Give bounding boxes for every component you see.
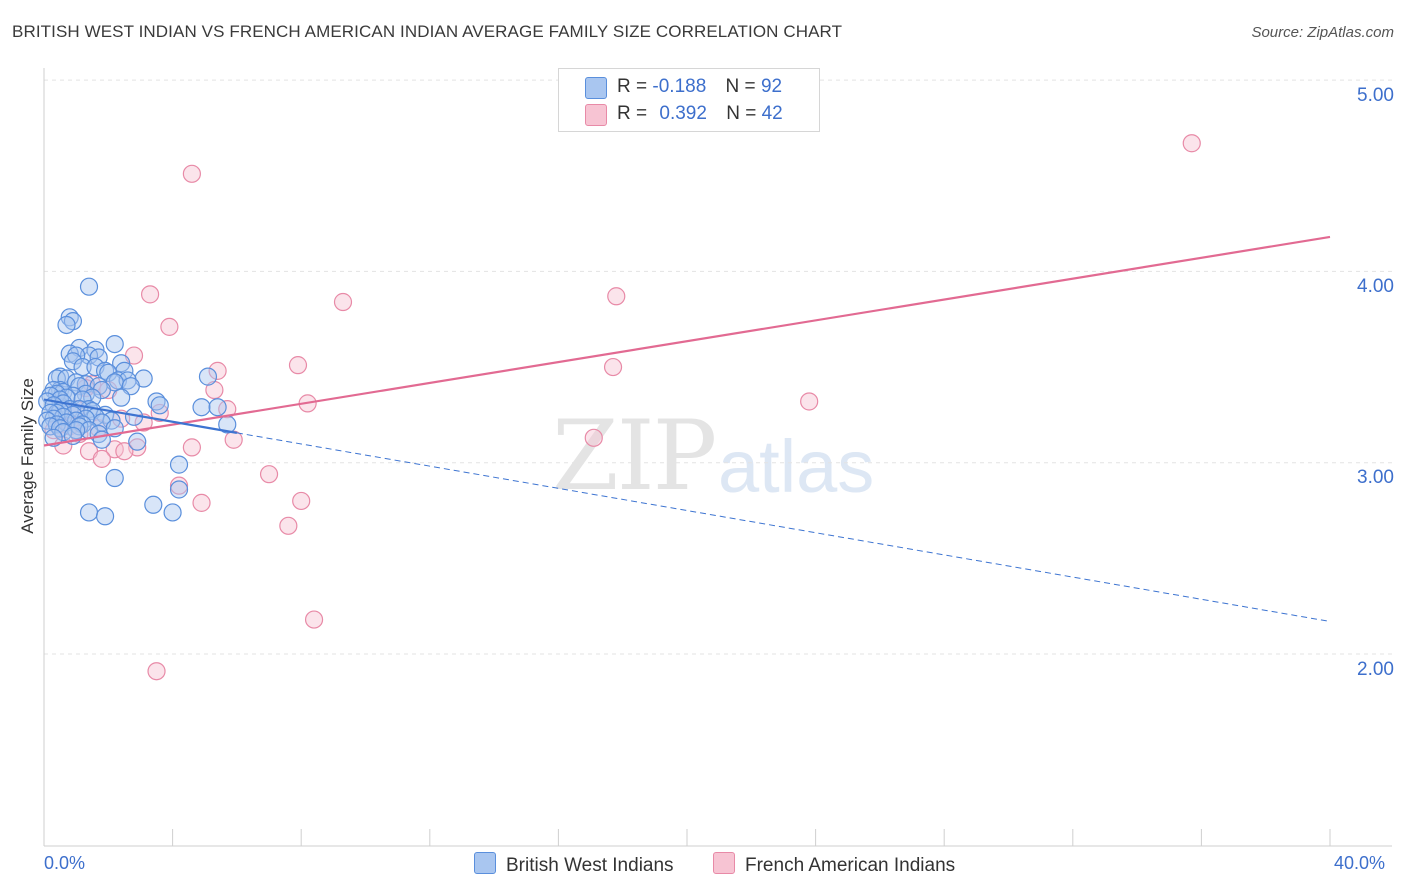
pink-point	[259, 465, 279, 484]
axes	[43, 68, 1392, 847]
x-tick-min: 0.0%	[44, 853, 86, 873]
legend-row-pink: R = 0.392 N = 42	[617, 103, 783, 127]
legend-row-blue: R = -0.188 N = 92	[617, 76, 782, 100]
y-axis-label: Average Family Size	[18, 378, 37, 534]
blue-point	[105, 468, 124, 488]
blue-point	[79, 503, 99, 522]
blue-swatch	[585, 77, 607, 99]
r-label: R =	[617, 76, 648, 97]
pink-point	[182, 164, 201, 183]
n-value: 42	[761, 103, 783, 124]
pink-point	[150, 403, 169, 423]
blue-point	[150, 396, 169, 415]
british-west-indians-points	[38, 277, 237, 526]
pink-point	[192, 493, 211, 512]
pink-point	[182, 438, 201, 457]
pink-point	[1182, 134, 1201, 153]
r-value: -0.188	[652, 76, 707, 97]
correlation-legend: R = -0.188 N = 92 R = 0.392 N = 42	[558, 68, 820, 132]
r-label: R =	[617, 103, 648, 124]
y-tick-5: 5.00	[1357, 85, 1394, 106]
blue-point	[169, 455, 189, 474]
grid-lines	[44, 79, 1392, 655]
pink-point	[304, 610, 324, 629]
blue-trend-line-dashed	[236, 432, 1331, 622]
blue-point	[105, 334, 124, 354]
x-tick-max: 40.0%	[1334, 853, 1386, 873]
blue-point	[112, 388, 131, 407]
watermark-zip: ZIP	[552, 400, 717, 512]
pink-point	[208, 361, 227, 380]
blue-point	[92, 430, 111, 449]
n-value: 92	[760, 76, 783, 97]
n-label: N =	[726, 103, 757, 124]
blue-point	[67, 346, 86, 365]
pink-point	[603, 357, 623, 377]
pink-point	[279, 516, 298, 535]
blue-point	[73, 357, 92, 377]
pink-point	[584, 428, 603, 447]
pink-point	[140, 285, 160, 304]
pink-point	[288, 356, 308, 375]
pink-point	[800, 392, 819, 411]
pink-swatch	[713, 852, 735, 874]
source-credit: Source: ZipAtlas.com	[1251, 24, 1394, 41]
pink-point	[147, 662, 166, 681]
blue-point	[128, 432, 147, 451]
blue-point	[99, 363, 118, 382]
blue-point	[192, 398, 211, 417]
r-value: 0.392	[659, 103, 707, 124]
y-tick-2: 2.00	[1357, 659, 1394, 680]
blue-point	[198, 367, 218, 386]
y-tick-3: 3.00	[1357, 467, 1394, 488]
pink-trend-line	[43, 235, 1331, 447]
trend-lines	[43, 235, 1331, 622]
pink-point	[292, 491, 311, 511]
y-tick-4: 4.00	[1357, 276, 1394, 297]
legend-label: British West Indians	[506, 855, 674, 876]
legend-label: French American Indians	[745, 855, 956, 876]
pink-point	[607, 287, 626, 306]
blue-point	[44, 428, 63, 447]
legend-item-british-west-indians: British West Indians	[474, 852, 674, 877]
watermark-atlas: atlas	[718, 425, 875, 508]
pink-point	[115, 442, 134, 461]
legend-item-french-american-indians: French American Indians	[713, 852, 955, 877]
pink-swatch	[585, 104, 607, 126]
blue-point	[57, 315, 76, 335]
pink-point	[169, 476, 189, 495]
n-label: N =	[725, 76, 756, 97]
blue-point	[144, 495, 163, 514]
blue-point	[79, 277, 99, 296]
blue-point	[169, 480, 189, 499]
pink-point	[333, 292, 353, 312]
blue-trend-line-solid	[43, 398, 238, 434]
blue-point	[54, 422, 73, 442]
blue-point	[208, 398, 227, 417]
blue-point	[95, 507, 115, 526]
blue-point	[163, 503, 182, 522]
pink-point	[160, 317, 179, 336]
chart-title: BRITISH WEST INDIAN VS FRENCH AMERICAN I…	[12, 22, 843, 41]
blue-point	[63, 352, 83, 371]
blue-swatch	[474, 852, 496, 874]
pink-point	[92, 449, 111, 468]
